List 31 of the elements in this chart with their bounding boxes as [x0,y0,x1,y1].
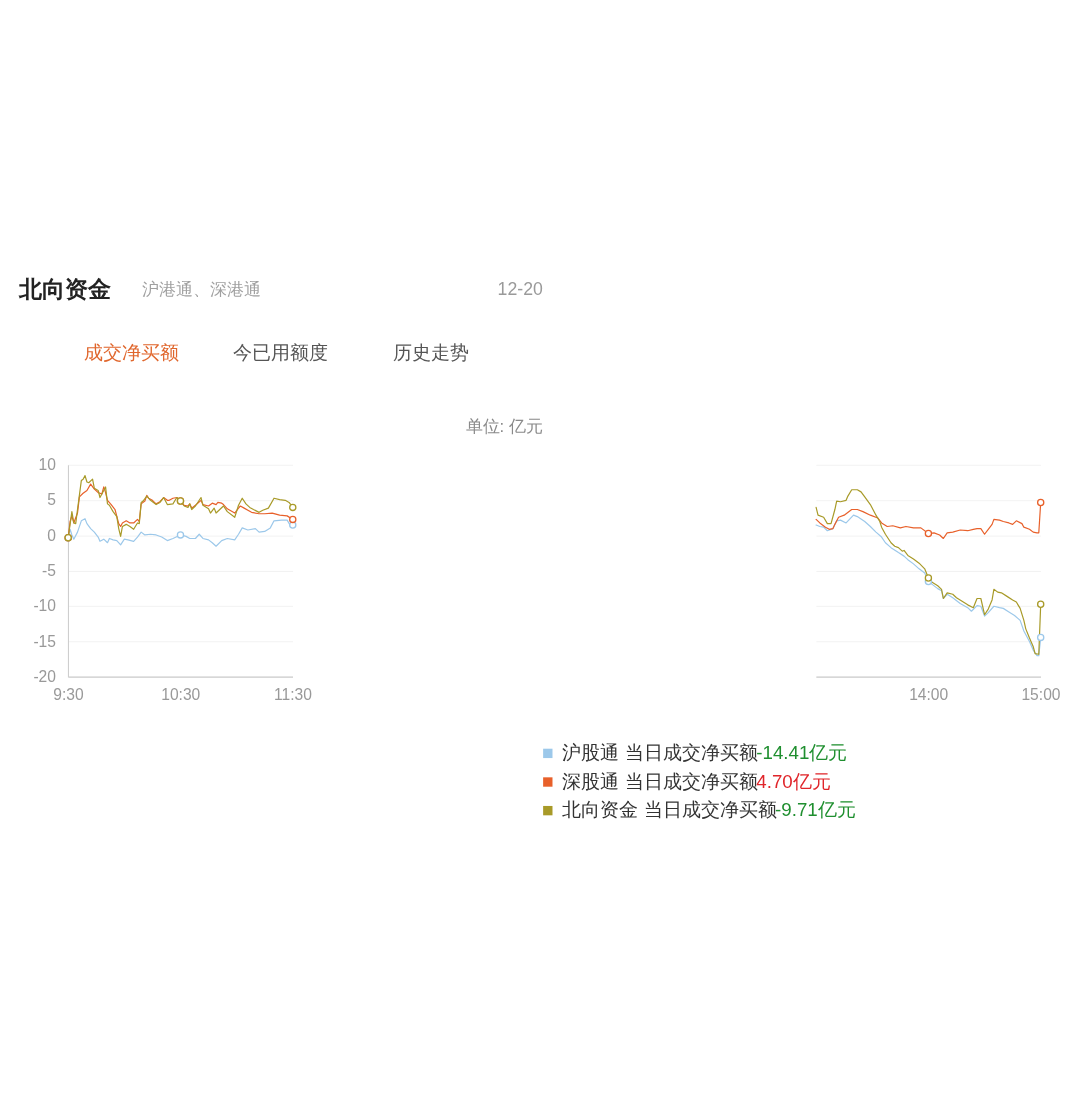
y-tick-label: -5 [42,561,57,579]
legend-label: 沪股通 当日成交净买额 [562,742,758,764]
x-tick-label: 10:30 [161,686,201,704]
y-tick-label: 5 [47,491,57,509]
y-tick-label: 10 [38,455,57,473]
point [924,574,933,582]
point [1036,633,1045,642]
x-tick-label: 11:30 [274,686,313,704]
text: 历史走势 [392,342,469,364]
point [289,515,297,524]
legend-label: 北向资金 当日成交净买额 [562,799,777,821]
y-tick-label: 0 [47,526,57,544]
text: 12-20 [497,279,544,300]
y-axis-title: 单位: 亿元 [465,416,543,436]
point [924,529,933,538]
x-tick-label: 9:30 [53,686,84,704]
point [1036,600,1045,608]
chart-subtitle: 沪港通、深港通 [141,279,261,300]
chart-title: 北向资金 [18,275,112,302]
x-tick-label: 14:00 [909,686,949,704]
y-tick-label: -10 [33,597,57,615]
point [289,503,297,512]
y-tick-label: -15 [33,632,57,650]
point [176,531,185,539]
point [289,521,297,529]
x-tick-label: 15:00 [1021,686,1061,704]
point [1036,498,1045,507]
text: 成交净买额 [83,342,179,364]
legend-label: 深股通 当日成交净买额 [562,770,758,792]
text: 今已用额度 [233,342,329,364]
y-tick-label: -20 [33,667,57,685]
